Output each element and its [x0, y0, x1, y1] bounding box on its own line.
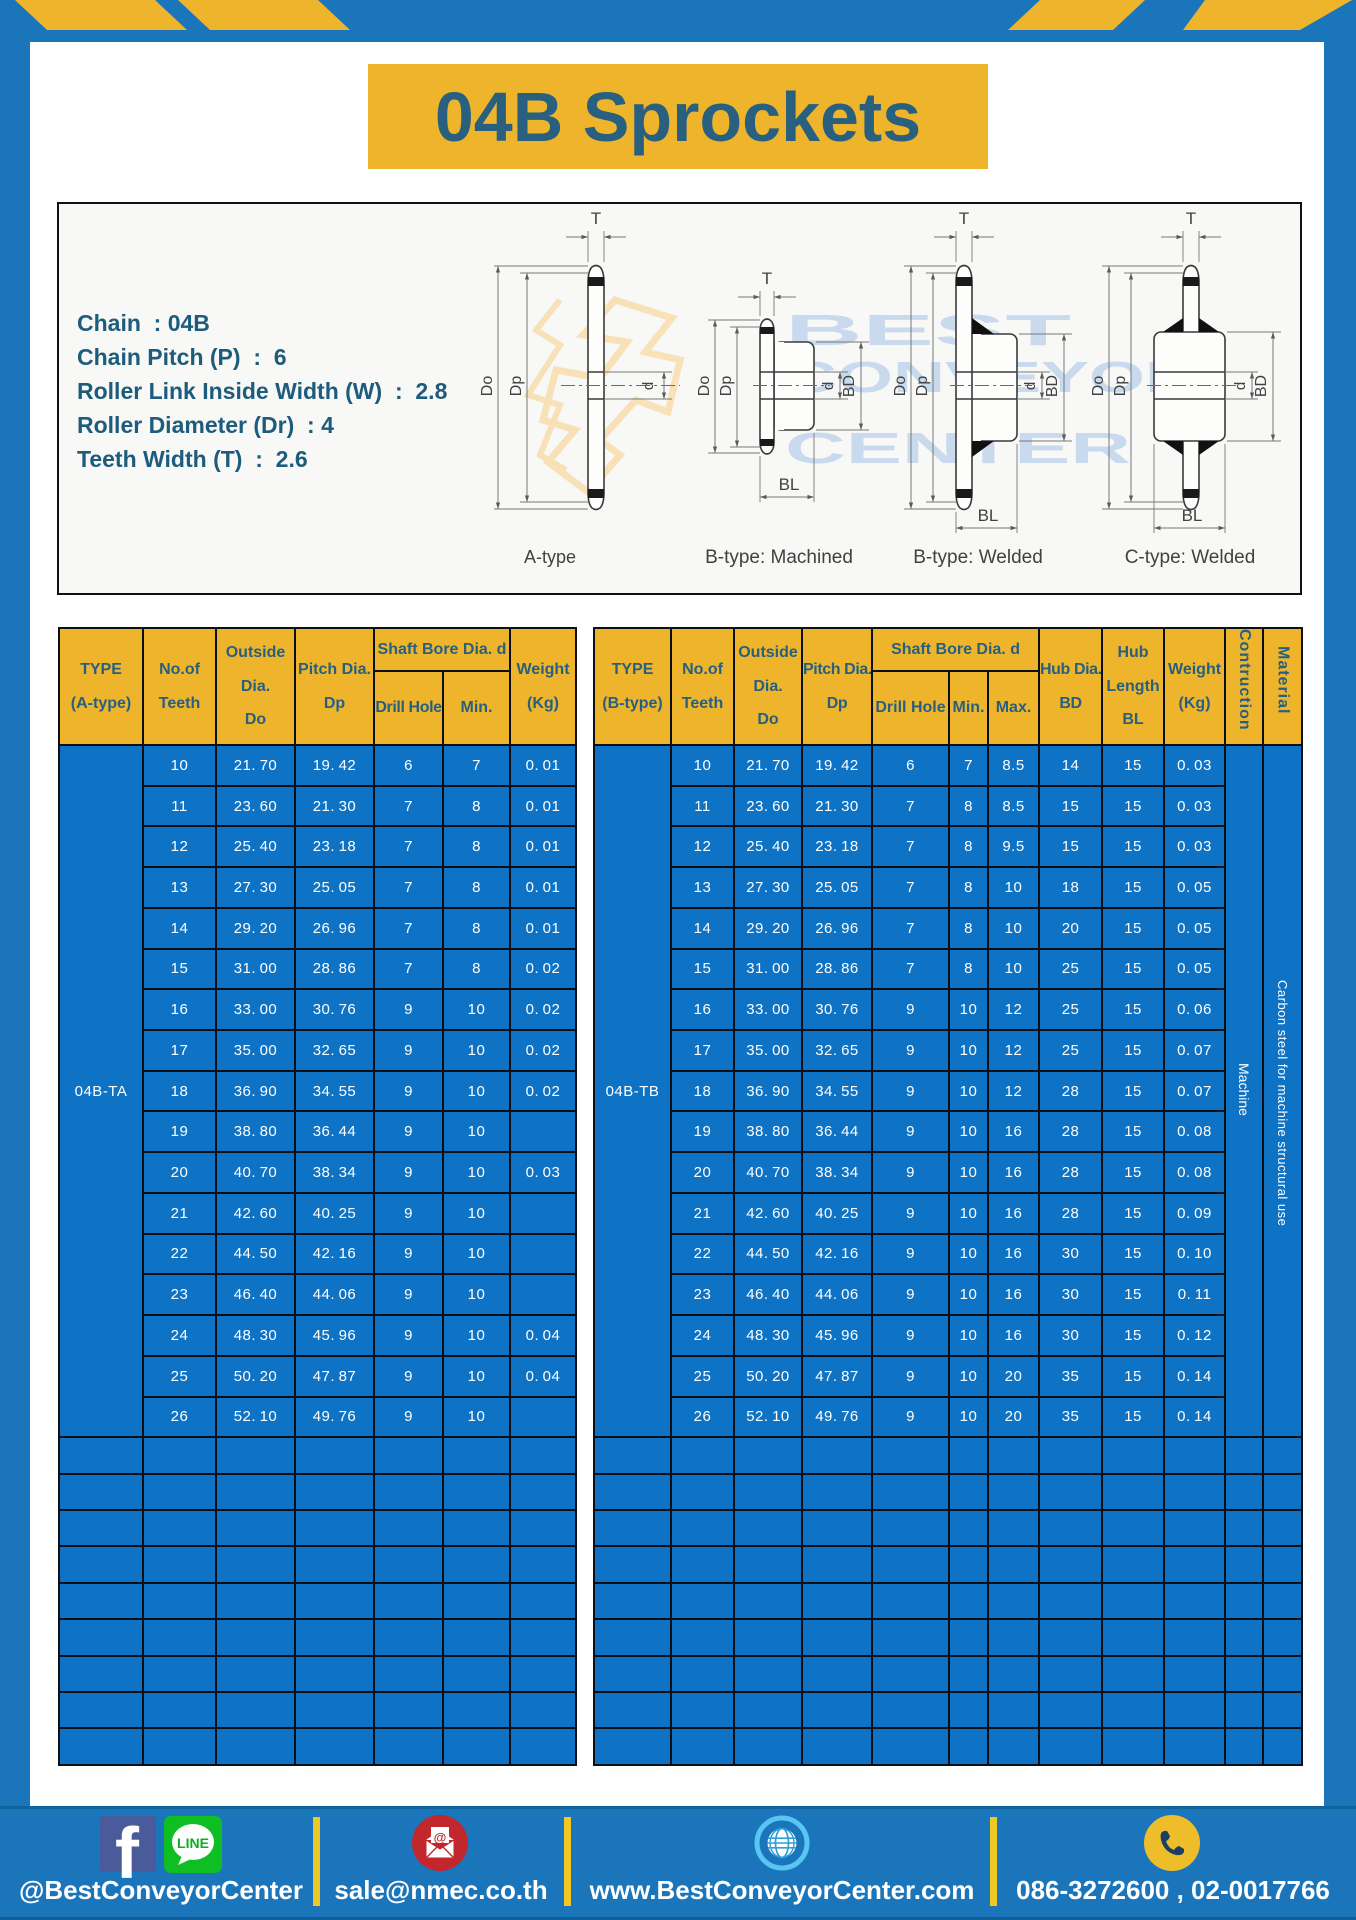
svg-text:BL: BL	[779, 475, 800, 494]
svg-text:BD: BD	[1253, 375, 1270, 397]
svg-text:Do: Do	[1090, 376, 1107, 397]
svg-text:B-type: Welded: B-type: Welded	[913, 547, 1043, 568]
svg-text:Dp: Dp	[718, 376, 735, 397]
svg-text:BEST: BEST	[785, 306, 1071, 355]
svg-text:LINE: LINE	[177, 1835, 209, 1851]
svg-text:BL: BL	[1182, 506, 1203, 525]
svg-text:Dp: Dp	[508, 376, 525, 397]
svg-text:BL: BL	[978, 506, 999, 525]
svg-text:BD: BD	[1044, 375, 1061, 397]
svg-text:T: T	[1186, 209, 1196, 228]
svg-text:Do: Do	[892, 376, 909, 397]
svg-text:T: T	[591, 209, 601, 228]
svg-text:d: d	[1022, 382, 1039, 390]
svg-text:d: d	[1232, 382, 1249, 390]
svg-text:B-type: Machined: B-type: Machined	[705, 547, 853, 568]
svg-text:Dp: Dp	[914, 376, 931, 397]
svg-text:BD: BD	[841, 375, 858, 397]
svg-text:Dp: Dp	[1112, 376, 1129, 397]
svg-text:T: T	[959, 209, 969, 228]
svg-text:d: d	[640, 382, 657, 390]
svg-text:A-type: A-type	[524, 547, 576, 567]
svg-text:T: T	[762, 269, 772, 288]
svg-text:@: @	[434, 1830, 447, 1845]
svg-text:d: d	[820, 382, 837, 390]
svg-text:Do: Do	[479, 376, 496, 397]
svg-text:Do: Do	[696, 376, 713, 397]
svg-text:C-type: Welded: C-type: Welded	[1125, 547, 1256, 568]
